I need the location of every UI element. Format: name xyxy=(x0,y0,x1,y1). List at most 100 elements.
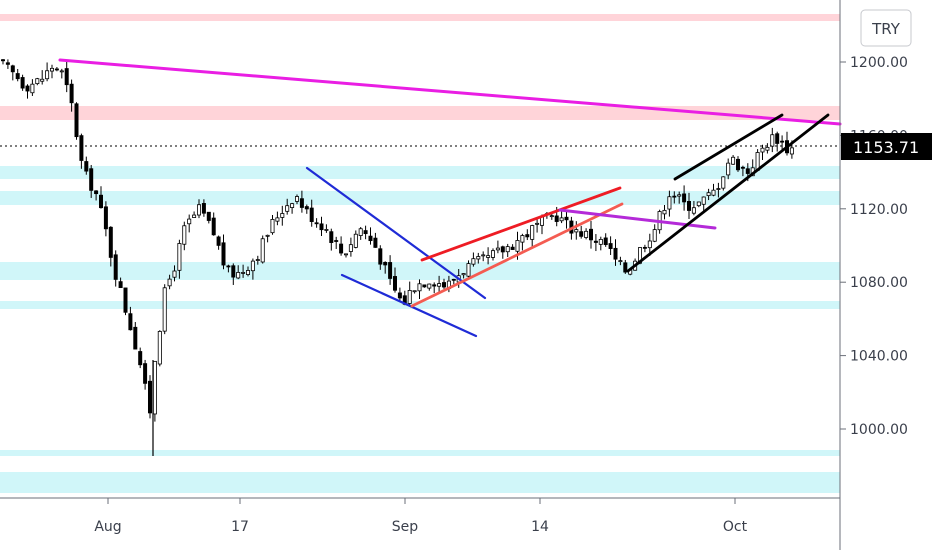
candle-body xyxy=(118,281,123,289)
candle-body xyxy=(265,234,270,237)
candle-body xyxy=(54,68,59,71)
candle-body xyxy=(74,103,79,138)
candle-body xyxy=(196,204,201,216)
candle-body xyxy=(505,246,510,253)
candle-body xyxy=(765,146,770,151)
price-zone xyxy=(0,106,840,120)
candle-body xyxy=(691,207,696,214)
currency-button-frame[interactable] xyxy=(860,9,912,47)
candle-body xyxy=(324,229,329,231)
candle-body xyxy=(721,176,726,189)
horizontal-zones xyxy=(0,14,840,493)
candle-body xyxy=(667,196,672,210)
candle-body xyxy=(471,258,476,265)
last-price-label: 1153.71 xyxy=(853,138,919,157)
candle-body xyxy=(490,250,495,258)
candle-body xyxy=(780,140,785,143)
candle-body xyxy=(647,240,652,249)
candle-body xyxy=(84,161,89,172)
candle-body xyxy=(378,248,383,265)
candle-body xyxy=(672,195,677,198)
candle-body xyxy=(613,247,618,260)
candle-body xyxy=(260,238,265,263)
rising-channel-lower-line xyxy=(410,202,624,308)
candle-body xyxy=(79,135,84,161)
candle-body xyxy=(45,70,50,80)
candle-body xyxy=(40,78,45,82)
time-axis-ticks: Aug 17 Sep 14 Oct xyxy=(94,498,748,535)
candle-body xyxy=(20,77,25,89)
candle-body xyxy=(64,68,69,86)
candle-body xyxy=(94,190,99,195)
candle-body xyxy=(682,193,687,203)
time-tick-label: Aug xyxy=(94,519,121,535)
price-zone xyxy=(0,301,840,309)
candle-body xyxy=(182,225,187,245)
falling-wedge-upper-line xyxy=(305,166,487,300)
price-zone xyxy=(0,191,840,205)
candle-body xyxy=(701,196,706,205)
candle-body xyxy=(603,237,608,246)
candle-body xyxy=(726,162,731,176)
candle-body xyxy=(564,216,569,221)
currency-button[interactable]: TRY xyxy=(860,9,912,47)
candle-body xyxy=(500,246,505,253)
candle-body xyxy=(270,219,275,234)
candle-body xyxy=(192,214,197,218)
candle-body xyxy=(221,242,226,266)
candle-body xyxy=(731,156,736,165)
candle-body xyxy=(392,276,397,291)
candle-body xyxy=(226,265,231,268)
candle-body xyxy=(417,283,422,292)
candle-body xyxy=(319,223,324,231)
candle-body xyxy=(407,290,412,304)
time-tick-label: 17 xyxy=(231,519,249,535)
horizontal-trendline xyxy=(558,208,717,230)
candle-body xyxy=(608,243,613,249)
rising-channel-upper-line xyxy=(420,186,622,262)
candle-body xyxy=(481,254,486,257)
candle-body xyxy=(201,203,206,214)
resistance-trendline xyxy=(58,58,842,126)
candle-body xyxy=(559,217,564,222)
candle-body xyxy=(363,230,368,235)
candle-body xyxy=(525,234,530,238)
candle-body xyxy=(50,67,55,72)
candle-body xyxy=(69,83,74,104)
candle-body xyxy=(745,168,750,174)
price-zone xyxy=(0,450,840,456)
candle-body xyxy=(290,203,295,208)
candle-body xyxy=(15,73,20,80)
candle-body xyxy=(143,363,148,384)
price-zone xyxy=(0,14,840,21)
price-tick-label: 1120.00 xyxy=(850,202,908,218)
candle-body xyxy=(304,206,309,210)
price-zone xyxy=(0,166,840,179)
candle-body xyxy=(329,231,334,243)
candle-body xyxy=(89,168,94,191)
candle-body xyxy=(314,222,319,225)
candle-body xyxy=(687,201,692,211)
candle-body xyxy=(770,134,775,147)
candle-body xyxy=(549,215,554,218)
time-tick-label: Oct xyxy=(723,519,748,535)
candle-body xyxy=(138,351,143,366)
currency-label: TRY xyxy=(871,20,901,38)
candle-body xyxy=(696,201,701,207)
price-tick-label: 1080.00 xyxy=(850,275,908,291)
candle-body xyxy=(652,229,657,242)
candle-body xyxy=(5,62,10,65)
last-price-badge: 1153.71 xyxy=(841,133,932,160)
candle-body xyxy=(740,166,745,169)
price-tick-label: 1040.00 xyxy=(850,349,908,365)
candle-body xyxy=(241,272,246,274)
candle-body xyxy=(123,287,128,313)
candle-body xyxy=(662,209,667,215)
candle-body xyxy=(383,261,388,266)
candle-body xyxy=(231,265,236,278)
candle-body xyxy=(35,78,40,85)
candle-body xyxy=(760,147,765,153)
rising-wedge-upper-line xyxy=(673,113,784,181)
candle-body xyxy=(162,287,167,332)
